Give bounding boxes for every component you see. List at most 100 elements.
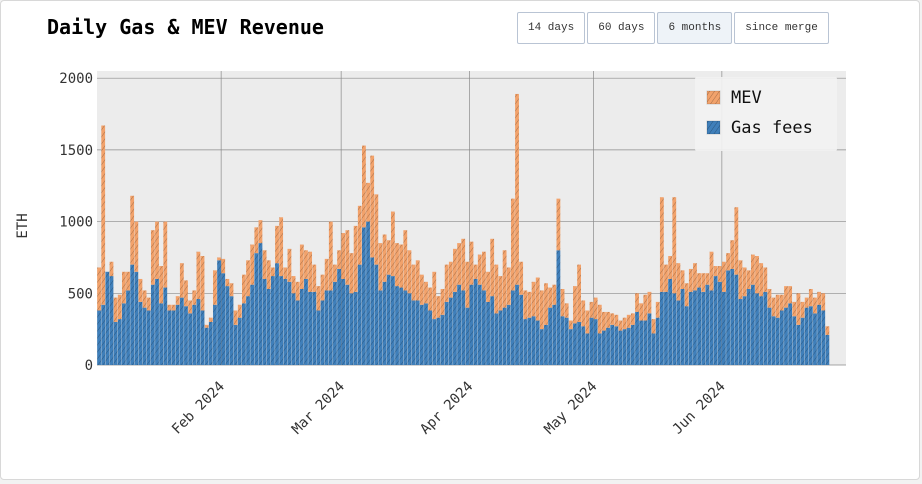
gas-fees-bar <box>254 253 259 365</box>
gas-fees-bar <box>709 290 714 365</box>
gas-fees-bar <box>146 310 151 365</box>
mev-bar <box>527 291 532 318</box>
gas-fees-bar <box>523 319 528 365</box>
y-tick-label: 1500 <box>59 143 93 159</box>
gas-fees-bar <box>643 320 648 365</box>
gas-fees-bar <box>482 290 486 365</box>
gas-fees-bar <box>502 307 507 365</box>
mev-bar <box>510 198 515 291</box>
gas-fees-bar <box>184 306 188 365</box>
gas-fees-bar <box>697 287 702 365</box>
mev-bar <box>362 145 366 228</box>
mev-bar <box>407 250 412 294</box>
legend-label: MEV <box>731 88 762 108</box>
gas-fees-bar <box>722 291 726 365</box>
range-60-days-button[interactable]: 60 days <box>587 12 656 44</box>
gas-fees-bar <box>552 304 557 365</box>
gas-fees-bar <box>626 327 631 365</box>
gas-fees-bar <box>535 320 540 365</box>
x-tick-label: Apr 2024 <box>417 379 476 438</box>
gas-fees-bar <box>738 299 743 365</box>
mev-bar <box>473 264 478 279</box>
gas-fees-bar <box>101 304 106 365</box>
mev-bar <box>589 301 594 318</box>
gas-fees-bar <box>279 276 284 365</box>
mev-bar <box>312 264 317 292</box>
mev-bar <box>357 205 362 265</box>
mev-bar <box>366 182 370 222</box>
gas-fees-bar <box>734 274 739 365</box>
mev-bar <box>370 155 375 258</box>
mev-bar <box>755 256 759 294</box>
gas-fees-bar <box>469 284 474 365</box>
gas-fees-bar <box>440 314 445 365</box>
gas-fees-bar <box>341 278 346 365</box>
gas-fees-bar <box>808 306 813 365</box>
mev-bar <box>436 296 441 318</box>
gas-fees-bar <box>688 291 693 365</box>
mev-bar <box>461 238 466 291</box>
gas-fees-bar <box>262 278 267 365</box>
mev-bar <box>651 319 656 334</box>
mev-bar <box>684 283 689 307</box>
mev-bar <box>200 256 205 311</box>
gas-fees-bar <box>221 273 226 365</box>
gas-fees-bar <box>763 291 768 365</box>
mev-bar <box>138 278 143 302</box>
gas-fees-bar <box>436 317 441 365</box>
mev-bar <box>192 290 197 305</box>
gas-fees-bar <box>639 320 644 365</box>
mev-bar <box>568 320 573 330</box>
gas-fees-bar <box>759 296 764 365</box>
mev-bar <box>597 304 602 334</box>
gas-fees-bar <box>411 300 416 365</box>
gas-fees-bar <box>349 293 354 365</box>
gas-fees-bar <box>403 290 408 365</box>
mev-bar <box>593 297 598 320</box>
gas-fees-bar <box>506 304 511 365</box>
mev-bar <box>113 297 118 322</box>
mev-bar <box>477 254 482 285</box>
gas-fees-bar <box>121 303 126 365</box>
gas-fees-bar <box>324 290 329 365</box>
mev-bar <box>655 301 660 318</box>
gas-fees-bar <box>233 324 238 365</box>
mev-bar <box>693 263 697 291</box>
mev-bar <box>713 266 718 277</box>
range-14-days-button[interactable]: 14 days <box>517 12 586 44</box>
mev-bar <box>395 243 399 287</box>
mev-bar <box>750 254 755 285</box>
gas-fees-bar <box>386 274 391 365</box>
gas-fees-bar <box>97 310 101 365</box>
gas-fees-bar <box>204 327 209 365</box>
range-since-merge-button[interactable]: since merge <box>734 12 829 44</box>
legend-label: Gas fees <box>731 118 813 138</box>
mev-bar <box>126 271 130 291</box>
mev-bar <box>688 268 693 292</box>
mev-bar <box>117 294 122 320</box>
mev-bar <box>448 261 453 298</box>
gas-fees-bar <box>713 276 718 365</box>
gas-fees-bar <box>515 284 519 365</box>
mev-bar <box>539 290 544 330</box>
gas-fees-bar <box>527 317 532 365</box>
mev-bar <box>250 244 255 285</box>
mev-bar <box>800 301 805 318</box>
gas-fees-bar <box>109 276 114 365</box>
mev-bar <box>386 240 391 275</box>
mev-bar <box>337 250 341 269</box>
gas-fees-bar <box>465 307 470 365</box>
gas-fees-bar <box>779 310 784 365</box>
gas-fees-bar <box>486 301 490 365</box>
mev-bar <box>647 291 652 314</box>
gas-fees-bar <box>138 301 143 365</box>
range-6-months-button[interactable]: 6 months <box>657 12 733 44</box>
gas-fees-bar <box>258 243 263 365</box>
mev-bar <box>299 244 304 289</box>
gas-fees-bar <box>117 319 122 365</box>
gas-fees-bar <box>548 307 553 365</box>
gas-fees-bar <box>680 288 685 365</box>
mev-bar <box>515 93 519 285</box>
gas-fees-bar <box>746 288 751 365</box>
mev-bar <box>680 270 685 289</box>
